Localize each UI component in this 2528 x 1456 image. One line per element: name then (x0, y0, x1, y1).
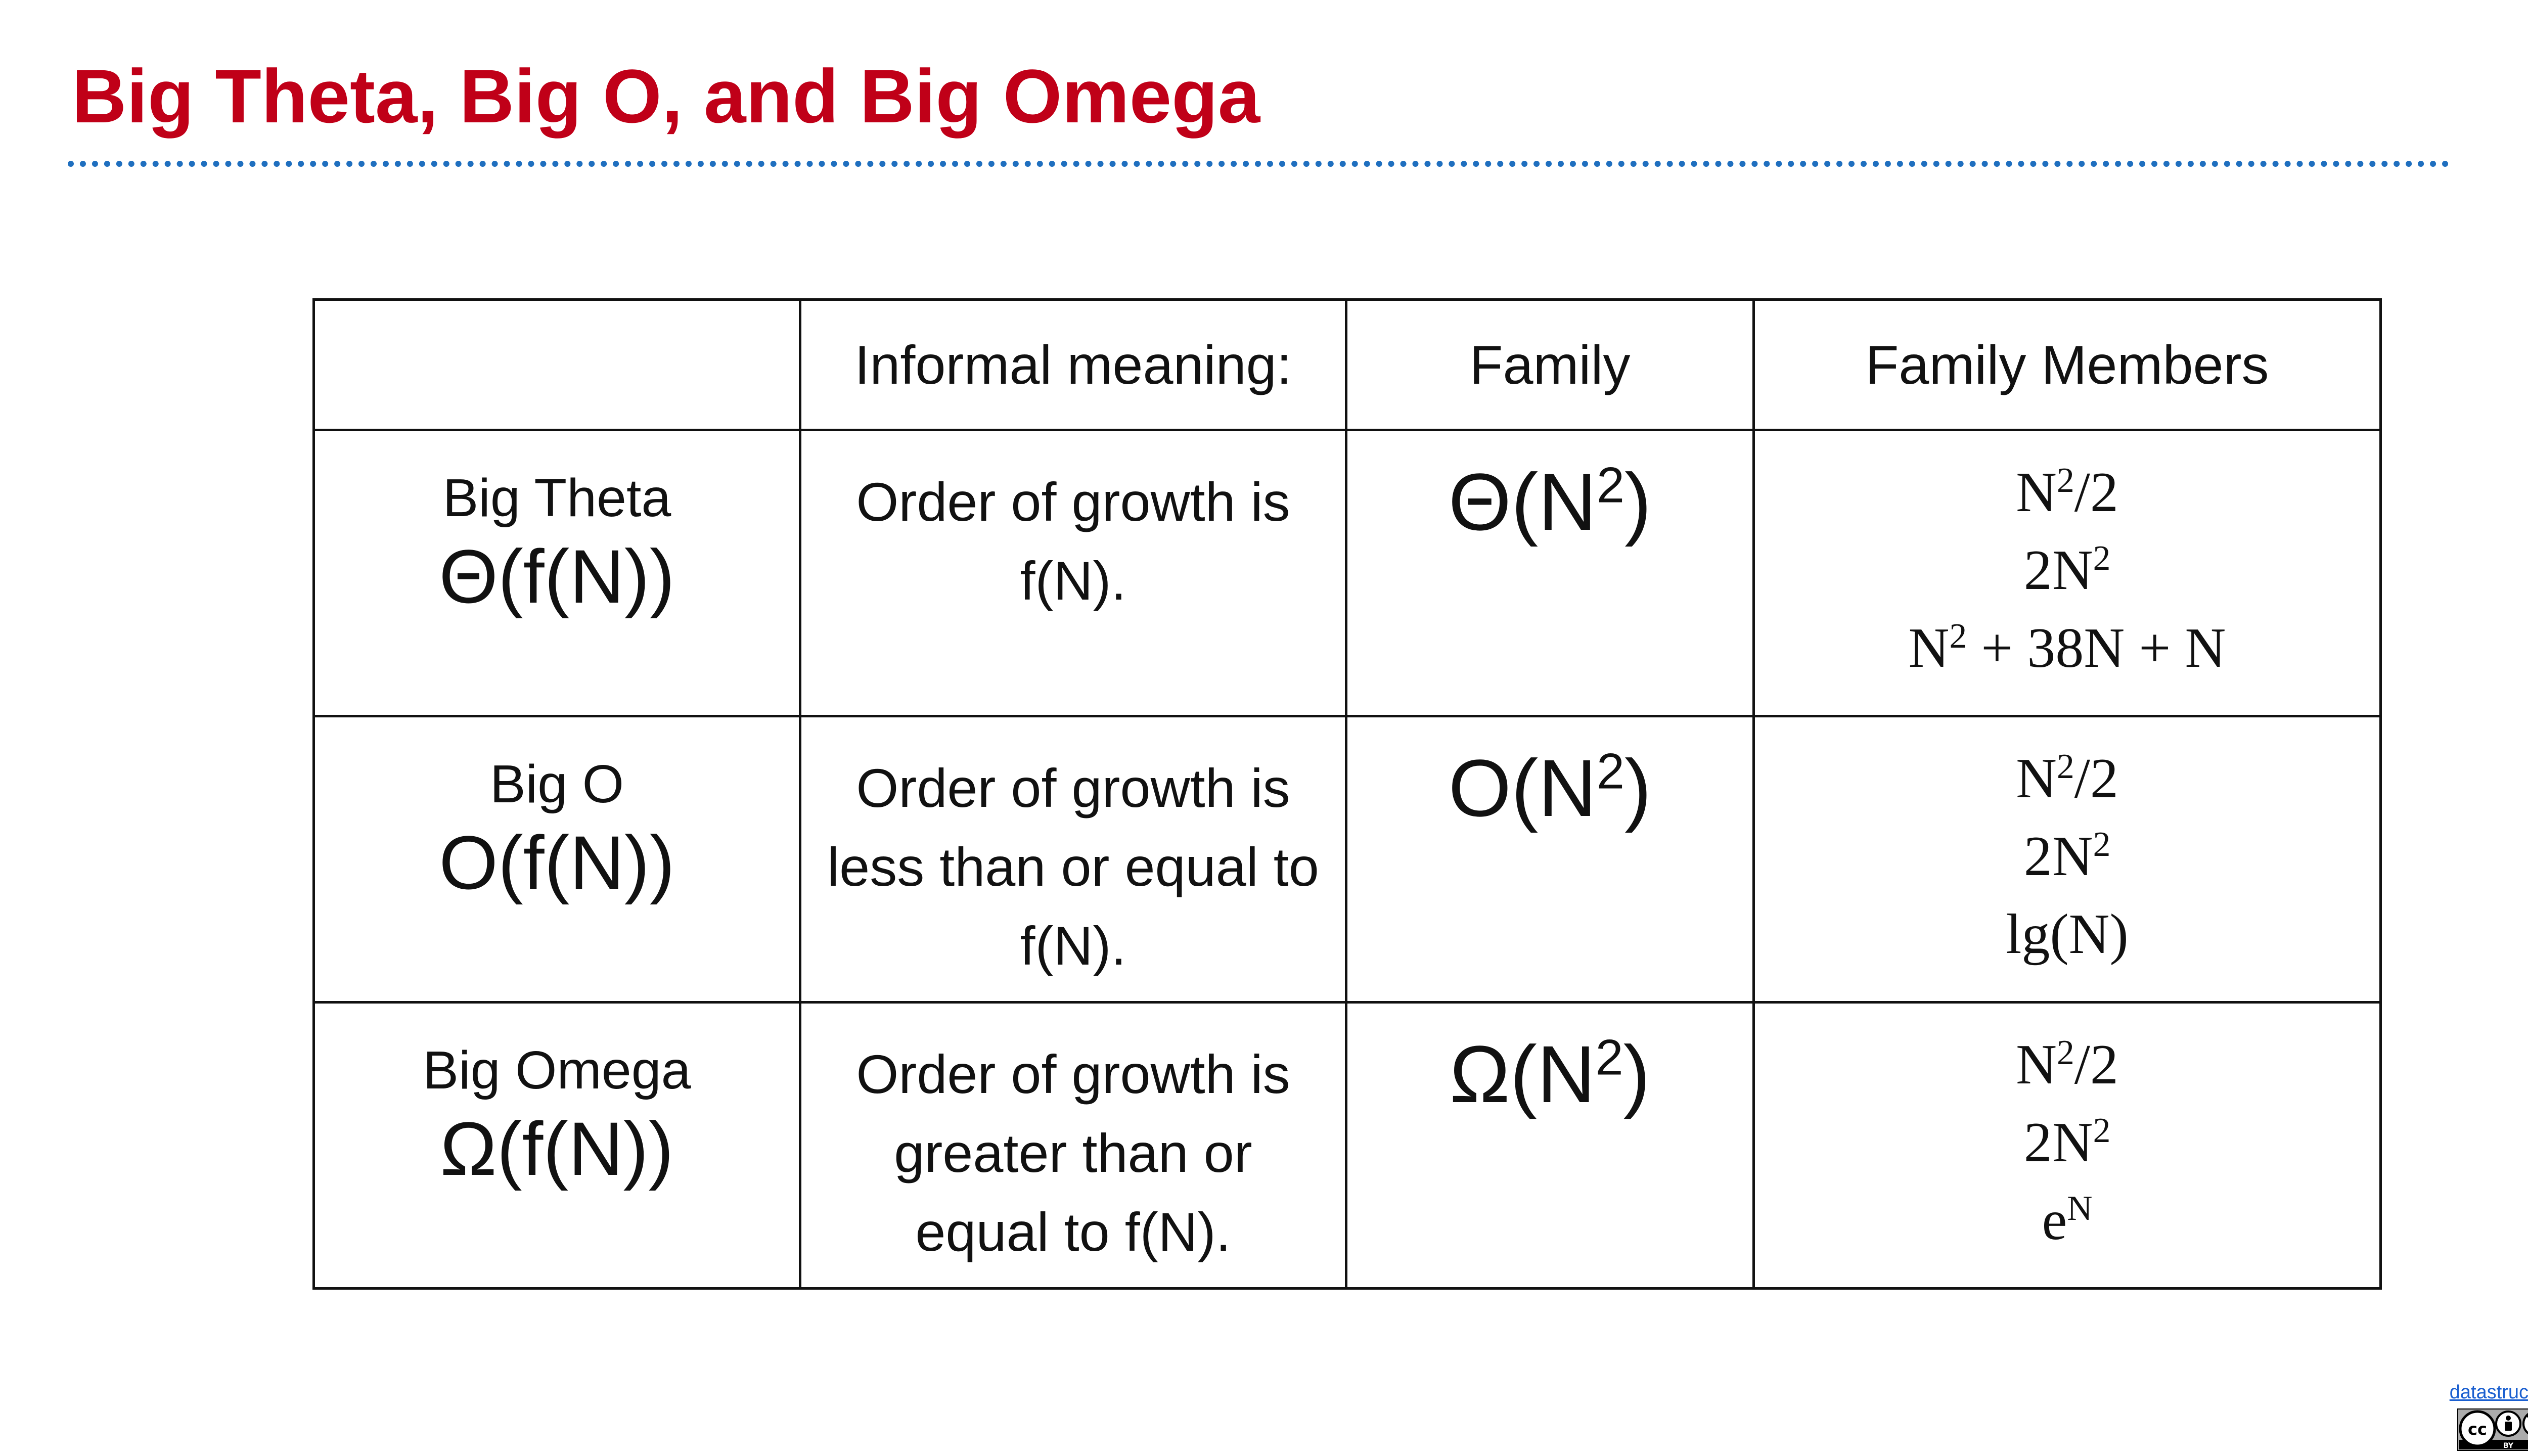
family-exponent: 2 (1595, 1029, 1623, 1086)
term-name: Big O (489, 754, 624, 814)
family-symbol: Θ (1448, 457, 1512, 547)
family-member: N2/2 (2016, 461, 2118, 524)
family-base: (N (1511, 457, 1597, 547)
members-cell: N2/2 2N2 N2 + 38N + N (1752, 429, 2382, 717)
term-notation: Ω(f(N)) (440, 1106, 674, 1191)
members-cell: N2/2 2N2 lg(N) (1752, 715, 2382, 1004)
term-cell: Big O O(f(N)) (312, 715, 801, 1004)
svg-text:cc: cc (2468, 1420, 2487, 1439)
slide-title: Big Theta, Big O, and Big Omega (72, 54, 1260, 139)
family-exponent: 2 (1596, 743, 1625, 800)
family-close: ) (1624, 743, 1652, 833)
table-row-big-theta: Big Theta Θ(f(N)) Order of growth is f(N… (312, 429, 2382, 717)
cc-by-nc-sa-icon: cc $ BY NC SA (2457, 1408, 2528, 1451)
header-cell-family-members: Family Members (1752, 298, 2382, 431)
members-cell: N2/2 2N2 eN (1752, 1001, 2382, 1290)
family-member: lg(N) (2006, 903, 2129, 966)
datastructures-link[interactable]: datastructur.es (2449, 1382, 2528, 1403)
family-member: N2/2 (2016, 747, 2118, 810)
family-cell: Ω(N2) (1345, 1001, 1755, 1290)
family-base: (N (1510, 1029, 1596, 1119)
table-row-big-o: Big O O(f(N)) Order of growth is less th… (312, 715, 2382, 1004)
notation-table: Informal meaning: Family Family Members … (312, 298, 2382, 1290)
term-notation: Θ(f(N)) (439, 534, 675, 619)
term-name: Big Theta (442, 468, 671, 528)
header-cell-empty (312, 298, 801, 431)
family-member: 2N2 (2023, 825, 2111, 888)
family-member: N2 + 38N + N (1908, 616, 2226, 679)
family-close: ) (1624, 457, 1652, 547)
meaning-text: Order of growth is f(N). (856, 471, 1290, 611)
family-member: eN (2042, 1189, 2093, 1252)
term-notation: O(f(N)) (439, 820, 675, 905)
meaning-cell: Order of growth is f(N). (799, 429, 1347, 717)
family-base: (N (1511, 743, 1597, 833)
family-member: 2N2 (2023, 538, 2111, 602)
header-cell-family: Family (1345, 298, 1755, 431)
family-cell: Θ(N2) (1345, 429, 1755, 717)
family-member: N2/2 (2016, 1033, 2118, 1096)
family-symbol: Ω (1450, 1029, 1510, 1119)
table-header-row: Informal meaning: Family Family Members (312, 298, 2382, 431)
meaning-cell: Order of growth is greater than or equal… (799, 1001, 1347, 1290)
table-row-big-omega: Big Omega Ω(f(N)) Order of growth is gre… (312, 1001, 2382, 1290)
license-label: BY (2503, 1442, 2514, 1450)
family-member: 2N2 (2023, 1111, 2111, 1174)
title-divider (68, 161, 2449, 167)
term-cell: Big Omega Ω(f(N)) (312, 1001, 801, 1290)
meaning-cell: Order of growth is less than or equal to… (799, 715, 1347, 1004)
family-cell: O(N2) (1345, 715, 1755, 1004)
term-cell: Big Theta Θ(f(N)) (312, 429, 801, 717)
family-exponent: 2 (1596, 457, 1625, 514)
family-symbol: O (1448, 743, 1512, 833)
term-name: Big Omega (423, 1040, 691, 1100)
family-close: ) (1623, 1029, 1650, 1119)
meaning-text: Order of growth is less than or equal to… (827, 757, 1319, 976)
meaning-text: Order of growth is greater than or equal… (856, 1043, 1290, 1262)
header-cell-informal-meaning: Informal meaning: (799, 298, 1347, 431)
